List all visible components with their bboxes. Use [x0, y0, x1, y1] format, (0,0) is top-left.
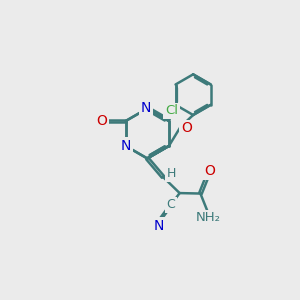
Text: N: N [154, 219, 164, 233]
Text: N: N [141, 101, 151, 115]
Text: N: N [121, 139, 131, 153]
Text: Cl: Cl [165, 104, 178, 117]
Text: O: O [204, 164, 214, 178]
Text: C: C [167, 198, 175, 211]
Text: O: O [181, 122, 192, 135]
Text: O: O [96, 114, 107, 128]
Text: H: H [167, 167, 176, 180]
Text: NH₂: NH₂ [196, 211, 221, 224]
